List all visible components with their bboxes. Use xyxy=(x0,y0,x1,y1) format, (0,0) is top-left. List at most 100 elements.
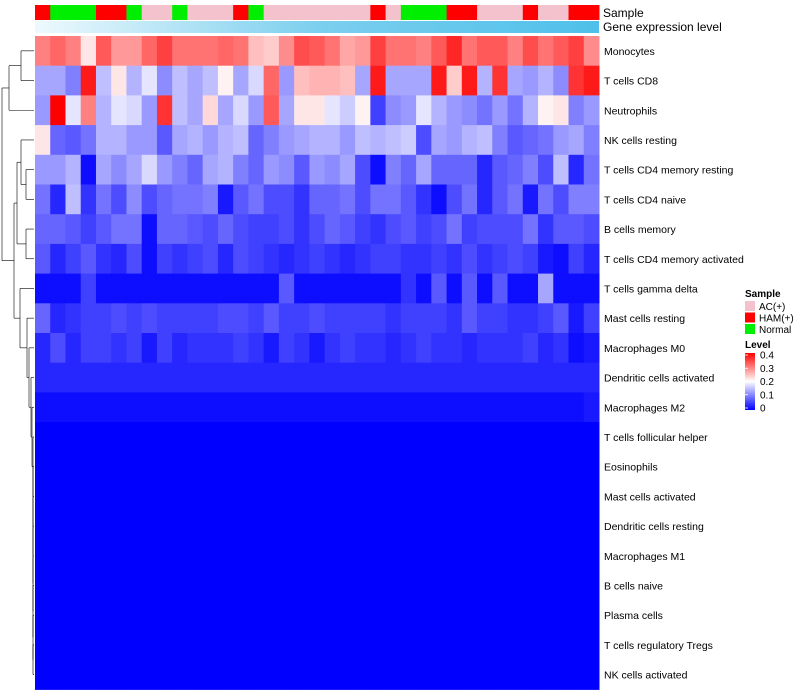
heatmap-cell xyxy=(202,303,219,334)
heatmap-cell xyxy=(217,125,234,156)
heatmap-cell xyxy=(385,511,402,542)
heatmap-cell xyxy=(126,243,143,275)
heatmap-cell xyxy=(324,125,341,156)
heatmap-cell xyxy=(217,243,234,275)
heatmap-cell xyxy=(80,273,97,304)
heatmap-cell xyxy=(217,659,234,690)
heatmap-cell xyxy=(50,273,66,304)
sample-annotation-cell xyxy=(278,5,295,20)
heatmap-cell xyxy=(492,243,509,275)
heatmap-cell xyxy=(278,65,295,96)
heatmap-cell xyxy=(492,214,509,245)
heatmap-cell xyxy=(65,600,82,631)
sample-annotation-cell xyxy=(568,5,585,20)
heatmap-cell xyxy=(217,511,234,542)
heatmap-cell xyxy=(400,451,417,482)
sample-annotation-cell xyxy=(446,5,463,20)
heatmap-cell xyxy=(278,511,295,542)
heatmap-cell xyxy=(202,451,219,482)
heatmap-cell xyxy=(568,125,585,156)
heatmap-cell xyxy=(431,540,448,572)
heatmap-cell xyxy=(278,570,295,601)
heatmap-cell xyxy=(263,65,280,96)
legend-level-tick-label: 0 xyxy=(760,404,766,415)
heatmap-cell xyxy=(187,600,204,631)
heatmap-cell xyxy=(248,95,265,126)
heatmap-cell xyxy=(568,362,585,393)
heatmap-cell xyxy=(492,125,509,156)
heatmap-cell xyxy=(370,243,387,275)
row-label: Monocytes xyxy=(604,46,655,58)
heatmap-cell xyxy=(583,65,600,96)
heatmap-cell xyxy=(126,659,143,690)
heatmap-cell xyxy=(385,65,402,96)
sample-annotation-cell xyxy=(492,5,509,20)
heatmap-cell xyxy=(172,540,188,572)
heatmap-cell xyxy=(507,630,524,661)
heatmap-cell xyxy=(370,540,387,572)
heatmap-cell xyxy=(339,630,356,661)
heatmap-cell xyxy=(50,303,66,334)
heatmap-cell xyxy=(217,422,234,453)
heatmap-cell xyxy=(324,600,341,631)
heatmap-cell xyxy=(477,154,493,185)
heatmap-cell xyxy=(217,333,234,364)
heatmap-cell xyxy=(248,184,265,215)
heatmap-cell xyxy=(309,154,326,185)
heatmap-cell xyxy=(141,422,158,453)
heatmap-cell xyxy=(95,243,112,275)
heatmap-cell xyxy=(233,333,249,364)
row-label: NK cells resting xyxy=(604,135,677,147)
heatmap-cell xyxy=(263,184,280,215)
heatmap-cell xyxy=(400,511,417,542)
heatmap-cell xyxy=(522,630,539,661)
heatmap-cell xyxy=(370,154,387,185)
heatmap-cell xyxy=(294,184,310,215)
heatmap-cell xyxy=(50,451,66,482)
heatmap-cell xyxy=(263,659,280,690)
heatmap-cell xyxy=(35,65,51,96)
legend-sample-label: AC(+) xyxy=(759,302,785,313)
heatmap-cell xyxy=(400,273,417,304)
heatmap-cell xyxy=(202,65,219,96)
heatmap-cell xyxy=(126,600,143,631)
heatmap-cell xyxy=(568,511,585,542)
heatmap-cell xyxy=(263,95,280,126)
heatmap-cell xyxy=(172,95,188,126)
heatmap-cell xyxy=(461,600,478,631)
heatmap-cell xyxy=(568,540,585,572)
heatmap-cell xyxy=(141,481,158,512)
heatmap-cell xyxy=(339,392,356,423)
heatmap-cell xyxy=(35,570,51,601)
heatmap-cell xyxy=(172,303,188,334)
heatmap-cell xyxy=(263,333,280,364)
heatmap-cell xyxy=(492,630,509,661)
heatmap-cell xyxy=(477,333,493,364)
heatmap-cell xyxy=(385,659,402,690)
heatmap-cell xyxy=(111,630,127,661)
heatmap-cell xyxy=(355,630,371,661)
heatmap-cell xyxy=(65,659,82,690)
legend-sample-label: Normal xyxy=(759,325,791,336)
heatmap-cell xyxy=(507,659,524,690)
legend-level-colorbar xyxy=(745,353,755,410)
expression-annotation-label: Gene expression level xyxy=(603,20,722,34)
heatmap-cell xyxy=(416,451,432,482)
heatmap-cell xyxy=(111,570,127,601)
heatmap-cell xyxy=(416,422,432,453)
heatmap-cell xyxy=(217,540,234,572)
heatmap-cell xyxy=(217,273,234,304)
heatmap-cell xyxy=(324,659,341,690)
legend-sample-label: HAM(+) xyxy=(759,314,794,325)
row-label: Plasma cells xyxy=(604,610,663,622)
heatmap-cell xyxy=(355,511,371,542)
heatmap-cell xyxy=(263,451,280,482)
heatmap-cell xyxy=(339,481,356,512)
heatmap-cell xyxy=(80,451,97,482)
heatmap-cell xyxy=(80,125,97,156)
heatmap-cell xyxy=(263,392,280,423)
heatmap-cell xyxy=(187,540,204,572)
heatmap-cell xyxy=(492,303,509,334)
heatmap-cell xyxy=(309,333,326,364)
heatmap-cell xyxy=(446,36,463,67)
